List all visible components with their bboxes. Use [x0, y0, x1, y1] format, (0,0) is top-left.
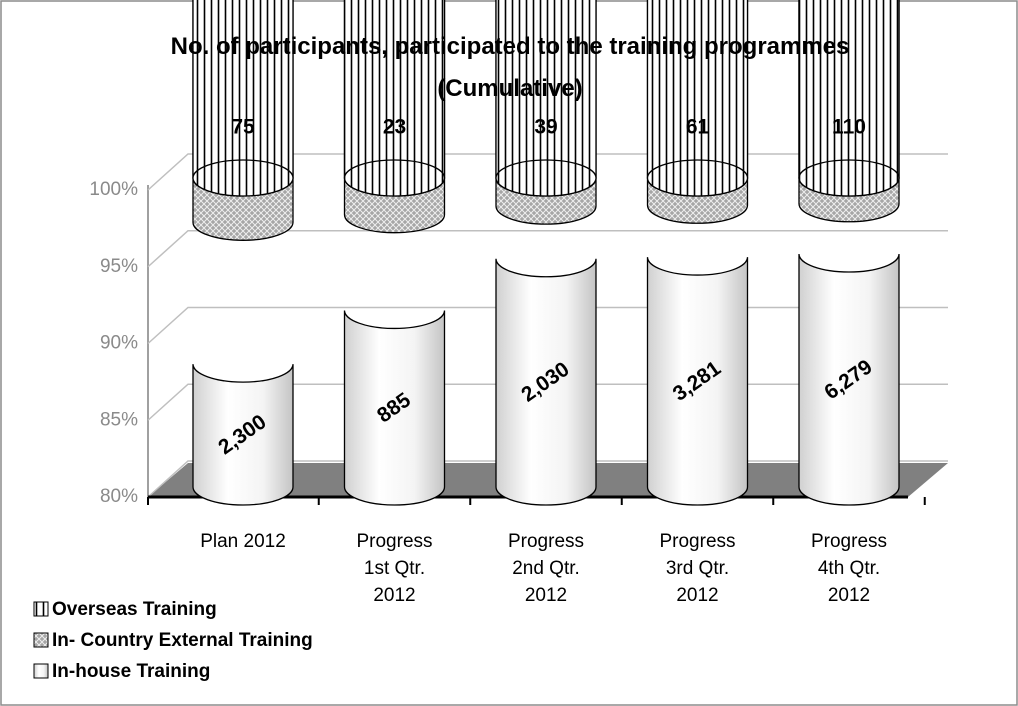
x-tick-label: Progress 1st Qtr. 2012: [356, 531, 433, 606]
legend-swatch: [33, 601, 49, 617]
cylinder-segment: [343, 310, 446, 506]
cylinder-top: [646, 159, 749, 197]
cylinder-segment: [646, 257, 749, 506]
x-tick-label: Plan 2012: [200, 531, 286, 552]
data-label: 61: [686, 116, 710, 139]
data-label: 75: [231, 116, 255, 139]
x-tick-label: Progress 2nd Qtr. 2012: [507, 531, 585, 606]
cylinder-top: [343, 159, 446, 197]
y-tick-label: 90%: [100, 333, 138, 354]
x-tick-label: Progress 3rd Qtr. 2012: [659, 531, 736, 606]
legend-swatch: [33, 632, 49, 648]
cylinder-top: [798, 159, 900, 197]
y-tick-label: 100%: [89, 179, 138, 200]
y-tick-label: 95%: [100, 256, 138, 277]
cylinder-top: [495, 159, 597, 197]
legend-label: Overseas Training: [52, 599, 217, 620]
y-tick-label: 80%: [100, 486, 138, 507]
cylinder-segment: [192, 364, 294, 506]
y-tick-label: 85%: [100, 409, 138, 430]
grid-line: [147, 230, 948, 268]
cylinder-top: [192, 159, 294, 197]
cylinder-segment: [495, 258, 597, 506]
legend-label: In- Country External Training: [52, 630, 313, 651]
data-label: 39: [534, 116, 557, 139]
legend-swatch: [33, 663, 49, 679]
chart-title: No. of participants, participated to the…: [170, 33, 850, 102]
legend-label: In-house Training: [52, 661, 210, 682]
data-label: 110: [832, 116, 866, 139]
data-label: 23: [383, 116, 406, 139]
x-tick-label: Progress 4th Qtr. 2012: [810, 531, 888, 606]
cylinder-segment: [798, 253, 900, 506]
